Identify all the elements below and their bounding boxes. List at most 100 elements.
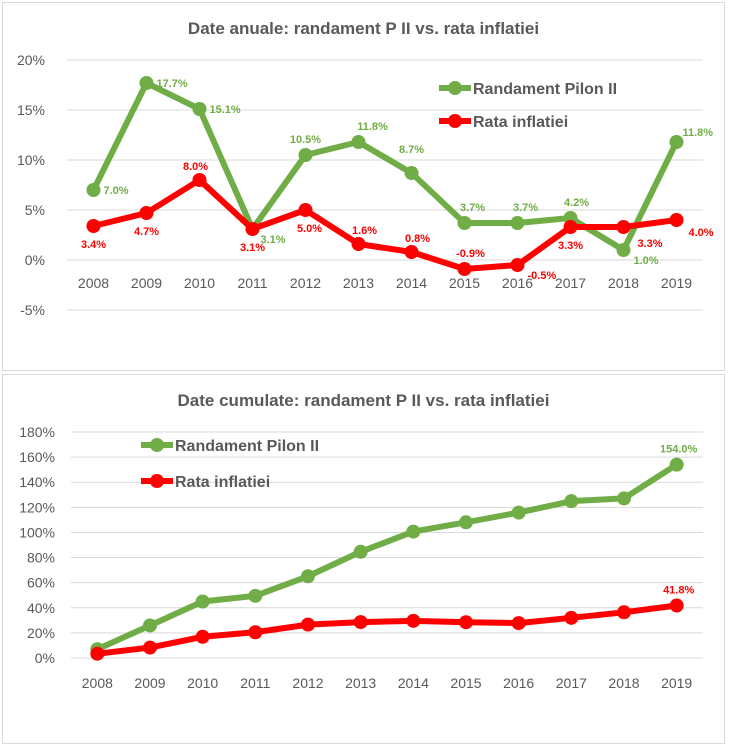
x-tick-label: 2016 [502, 275, 533, 291]
pilon-ii-cumulative-point [248, 588, 263, 603]
x-tick-label: 2016 [503, 675, 534, 691]
pilon-ii-cumulative-point [459, 515, 473, 530]
inflation-data-label: 3.3% [558, 240, 583, 252]
pilon-ii-cumulative-point [669, 457, 684, 472]
pilon-ii-cumulative-line [96, 462, 679, 652]
inflation-line [92, 177, 677, 272]
x-tick-label: 2011 [237, 275, 267, 291]
y-tick-label: 0% [35, 650, 55, 666]
pilon-ii-cumulative-point [143, 618, 157, 633]
y-tick-label: 140% [19, 474, 55, 490]
x-tick-label: 2015 [450, 675, 481, 691]
inflation-data-label: -0.5% [528, 270, 557, 282]
x-tick-label: 2010 [184, 275, 215, 291]
pilon-ii-point [139, 76, 154, 90]
pilon-ii-point [298, 148, 313, 162]
x-tick-label: 2017 [556, 675, 587, 691]
pilon-ii-cumulative-point [511, 505, 526, 520]
pilon-ii-point [192, 102, 207, 116]
inflation-data-label: 0.8% [405, 233, 430, 245]
inflation-cumulative-line [96, 602, 678, 657]
inflation-data-label: 1.6% [352, 225, 377, 237]
pilon-ii-cumulative-point [617, 491, 631, 506]
inflation-data-label: 5.0% [297, 223, 322, 235]
y-tick-label: 15% [17, 102, 45, 118]
x-tick-label: 2008 [82, 675, 113, 691]
inflation-point [298, 203, 313, 217]
pilon-ii-line [90, 80, 680, 253]
x-tick-label: 2010 [187, 675, 218, 691]
inflation-cumulative-point [353, 615, 368, 630]
pilon-ii-data-label: 3.1% [261, 234, 286, 246]
inflation-cumulative-point [195, 629, 210, 644]
legend-pilon-ii: Randament Pilon II [175, 438, 319, 455]
y-tick-label: 80% [27, 550, 55, 566]
legend-marker [150, 438, 164, 452]
pilon-ii-point [351, 135, 366, 149]
pilon-ii-data-label: 15.1% [210, 104, 241, 116]
legend-marker [448, 114, 462, 128]
pilon-ii-cumulative-point [195, 594, 210, 609]
inflation-cumulative-point [511, 616, 526, 631]
inflation-cumulative-point [406, 613, 421, 628]
inflation-point [192, 173, 207, 187]
y-tick-label: 5% [25, 202, 45, 218]
pilon-ii-data-label: 7.0% [104, 185, 129, 197]
pilon-ii-cumulative-point [406, 524, 421, 539]
inflation-cumulative-point [301, 617, 315, 632]
y-tick-label: 0% [25, 252, 45, 268]
inflation-point [245, 222, 260, 236]
x-tick-label: 2013 [345, 675, 376, 691]
inflation-point [351, 237, 366, 251]
x-tick-label: 2012 [292, 675, 323, 691]
inflation-point [457, 262, 472, 276]
inflation-point [669, 213, 684, 227]
inflation-point [86, 219, 101, 233]
x-tick-label: 2014 [396, 275, 427, 291]
pilon-ii-data-label: 8.7% [399, 144, 424, 156]
pilon-ii-data-label: 10.5% [290, 134, 321, 146]
y-tick-label: 100% [19, 524, 55, 540]
x-tick-label: 2012 [290, 275, 321, 291]
pilon-ii-point [457, 216, 472, 230]
y-tick-label: 40% [27, 600, 55, 616]
y-tick-label: 20% [27, 625, 55, 641]
x-tick-label: 2013 [343, 275, 374, 291]
legend-inflation: Rata inflatiei [473, 114, 568, 131]
pilon-ii-data-label: 4.2% [564, 197, 589, 209]
pilon-ii-data-label: 17.7% [157, 78, 188, 90]
cumulative-chart-panel: Date cumulate: randament P II vs. rata i… [2, 374, 725, 744]
pilon-ii-data-label: 11.8% [683, 127, 714, 139]
inflation-cumulative-point [669, 598, 684, 613]
inflation-data-label: 4.0% [689, 227, 714, 239]
pilon-ii-data-label: 3.7% [460, 202, 485, 214]
pilon-ii-cumulative-point [353, 544, 368, 559]
inflation-data-label: 4.7% [134, 226, 159, 238]
pilon-ii-data-label: 11.8% [357, 121, 388, 133]
inflation-cumulative-point [564, 610, 579, 625]
y-tick-label: 180% [19, 424, 55, 440]
inflation-cumulative-point [459, 615, 473, 630]
x-tick-label: 2019 [661, 275, 692, 291]
inflation-data-label: 3.4% [81, 239, 106, 251]
x-tick-label: 2015 [449, 275, 480, 291]
x-tick-label: 2018 [608, 675, 639, 691]
y-tick-label: 10% [17, 152, 45, 168]
x-tick-label: 2017 [555, 275, 586, 291]
inflation-cumulative-point [90, 646, 105, 661]
inflation-data-label: -0.9% [456, 248, 485, 260]
pilon-ii-point [404, 166, 419, 180]
pilon-ii-final-label: 154.0% [660, 444, 698, 456]
cumulative-chart-title: Date cumulate: randament P II vs. rata i… [177, 391, 550, 410]
x-tick-label: 2008 [78, 275, 109, 291]
x-tick-label: 2009 [134, 675, 165, 691]
inflation-final-label: 41.8% [663, 585, 694, 597]
pilon-ii-point [616, 243, 631, 257]
pilon-ii-cumulative-point [564, 494, 579, 509]
legend-marker [150, 474, 164, 488]
inflation-data-label: 3.3% [638, 238, 663, 250]
inflation-point [404, 245, 419, 259]
pilon-ii-data-label: 1.0% [634, 255, 659, 267]
annual-chart-panel: Date anuale: randament P II vs. rata inf… [2, 2, 725, 371]
inflation-data-label: 3.1% [240, 242, 265, 254]
